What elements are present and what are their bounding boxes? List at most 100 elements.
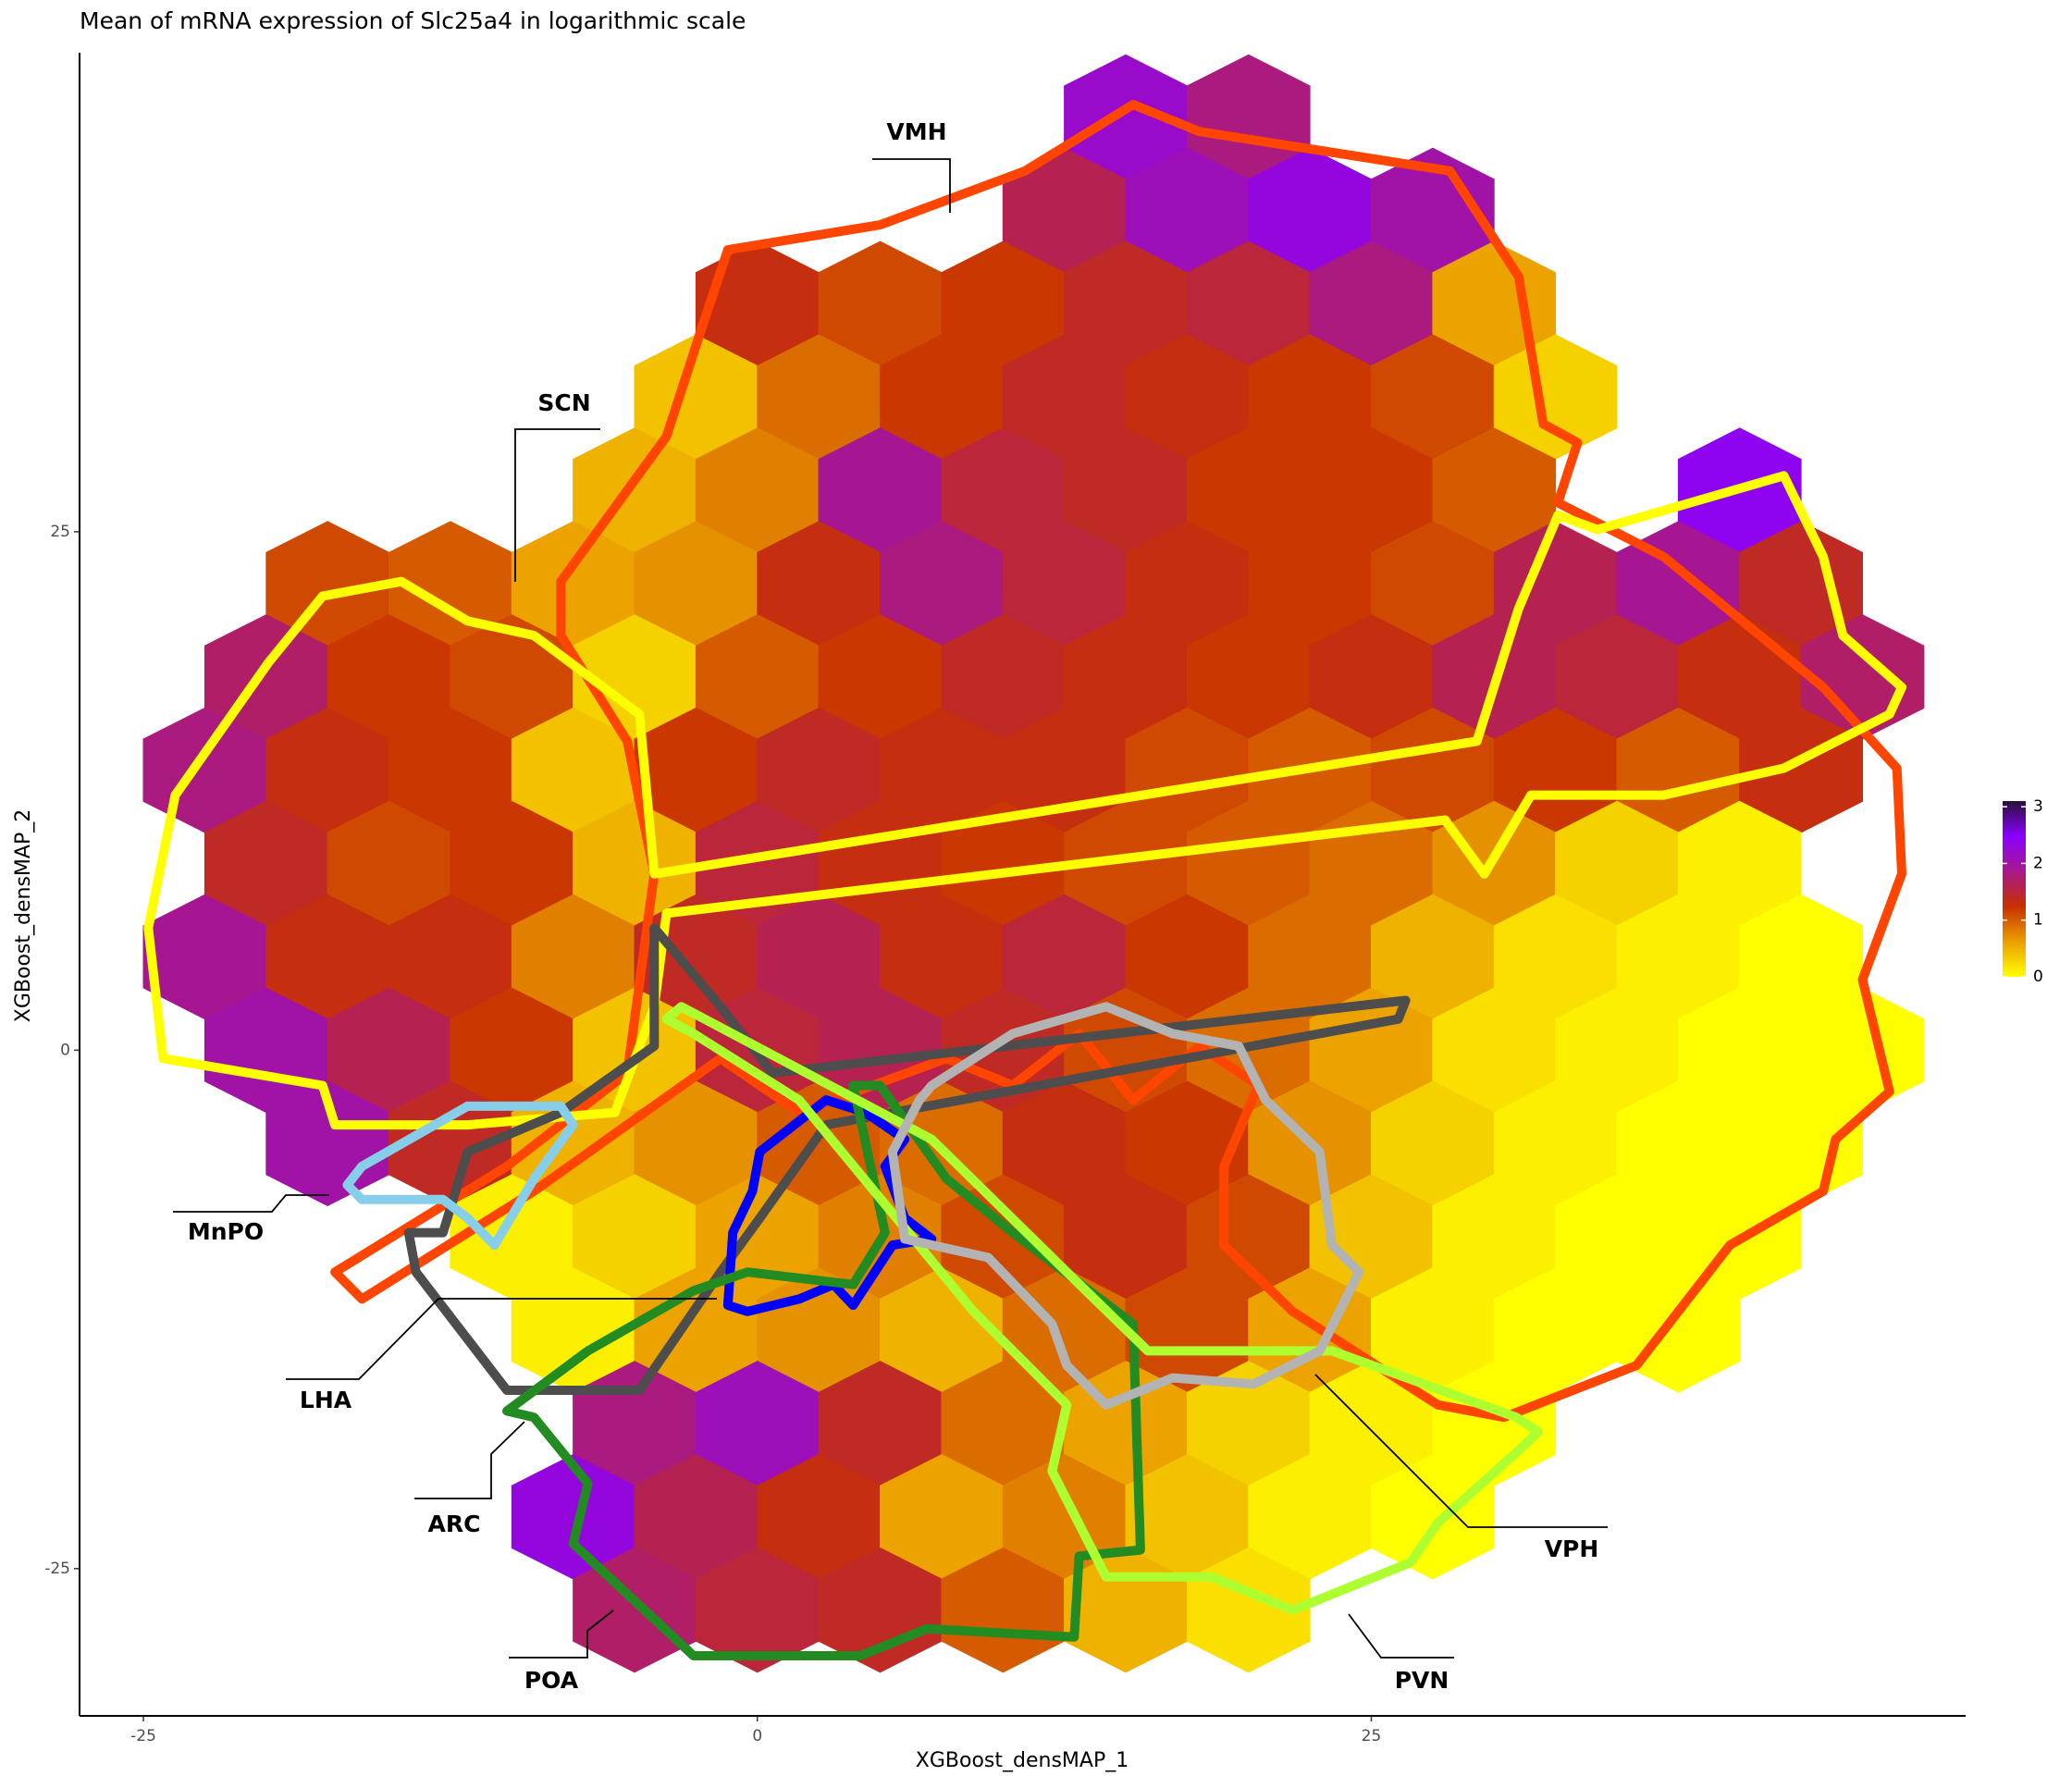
hex — [1064, 54, 1188, 180]
hex — [941, 1547, 1066, 1673]
hex — [1432, 1361, 1557, 1486]
region-label: PVN — [1395, 1667, 1449, 1694]
hex — [1493, 1267, 1618, 1393]
hex — [327, 614, 451, 740]
hex — [757, 707, 881, 833]
hex — [1125, 1080, 1250, 1206]
hex — [695, 1547, 820, 1673]
hex — [265, 707, 389, 833]
hex — [1002, 147, 1127, 274]
hex-layer — [142, 54, 1925, 1673]
leader-line — [514, 428, 600, 582]
hex — [1064, 427, 1188, 553]
leader-line — [1314, 1374, 1608, 1528]
hex — [1616, 1080, 1741, 1206]
hex — [1371, 1454, 1495, 1580]
hex — [450, 800, 574, 927]
hex — [941, 1361, 1066, 1486]
hex — [695, 240, 820, 366]
x-axis-title: XGBoost_densMAP_1 — [916, 1749, 1128, 1772]
hex — [511, 1454, 635, 1580]
hex — [1371, 1267, 1495, 1393]
hex — [880, 334, 1004, 460]
hex — [757, 1454, 881, 1580]
hex — [1371, 894, 1495, 1020]
hex — [1248, 521, 1372, 647]
hex — [1739, 1080, 1863, 1206]
hex — [1309, 427, 1434, 553]
hex — [634, 521, 758, 647]
hex — [818, 1547, 943, 1673]
hex — [1125, 1267, 1250, 1393]
hex — [880, 1454, 1004, 1580]
hex — [1186, 1361, 1311, 1486]
hex — [1555, 987, 1679, 1114]
colorbar — [2003, 801, 2026, 977]
hex — [695, 427, 820, 553]
region-label: MnPO — [188, 1218, 264, 1245]
hex — [265, 894, 389, 1020]
region-label: LHA — [300, 1387, 352, 1413]
colorbar-tick-label: 3 — [2033, 797, 2043, 816]
hex — [1064, 1174, 1188, 1300]
hex — [818, 987, 943, 1114]
hex — [1186, 614, 1311, 740]
hex — [1800, 987, 1925, 1114]
hex — [142, 894, 267, 1020]
hex — [511, 894, 635, 1020]
hex — [1309, 1174, 1434, 1300]
hex — [1493, 334, 1618, 460]
hex — [1002, 521, 1127, 647]
hex — [634, 1080, 758, 1206]
annotation-layer: VMH SCN LHA MnPO ARC POA PVN VPH — [173, 118, 1608, 1694]
hex — [1002, 1080, 1127, 1206]
hex — [1739, 521, 1863, 647]
hex — [1186, 800, 1311, 927]
leader-line — [1348, 1613, 1454, 1659]
hex — [634, 707, 758, 833]
y-tick-label: -25 — [44, 1560, 70, 1578]
leader-line — [286, 1298, 717, 1380]
leader-line — [872, 158, 951, 213]
hex — [327, 800, 451, 927]
hex — [695, 1361, 820, 1486]
axes: -25 0 25 -25 0 25 0 1 2 3 — [44, 53, 2043, 1745]
hex — [1309, 1361, 1434, 1486]
y-axis-title: XGBoost_densMAP_2 — [12, 809, 35, 1022]
hex — [1371, 521, 1495, 647]
hex — [388, 894, 512, 1020]
chart-title: Mean of mRNA expression of Slc25a4 in lo… — [80, 7, 746, 34]
hex — [1248, 334, 1372, 460]
hex — [1432, 1174, 1557, 1300]
x-tick-label: -25 — [130, 1727, 156, 1745]
region-label: VPH — [1545, 1536, 1599, 1562]
hex — [1002, 334, 1127, 460]
hex — [388, 707, 512, 833]
hex — [1371, 147, 1495, 274]
hex — [1739, 894, 1863, 1020]
region-outline — [330, 100, 1906, 1423]
hex — [265, 521, 389, 647]
hex — [388, 1080, 512, 1206]
hex — [1371, 1080, 1495, 1206]
hex — [1248, 894, 1372, 1020]
hex — [1677, 987, 1802, 1114]
hex — [941, 614, 1066, 740]
hex — [941, 800, 1066, 927]
region-outline — [661, 1002, 1543, 1615]
hex — [1186, 427, 1311, 553]
colorbar-tick-label: 1 — [2033, 911, 2043, 930]
colorbar-tick-label: 2 — [2033, 854, 2043, 872]
hex — [1677, 800, 1802, 927]
hex — [880, 707, 1004, 833]
hex — [204, 800, 328, 927]
hex — [634, 1454, 758, 1580]
hex — [1186, 240, 1311, 366]
hex — [1125, 521, 1250, 647]
hex — [1493, 521, 1618, 647]
leader-line — [414, 1421, 525, 1499]
region-label: POA — [524, 1667, 579, 1694]
hex — [1616, 707, 1741, 833]
